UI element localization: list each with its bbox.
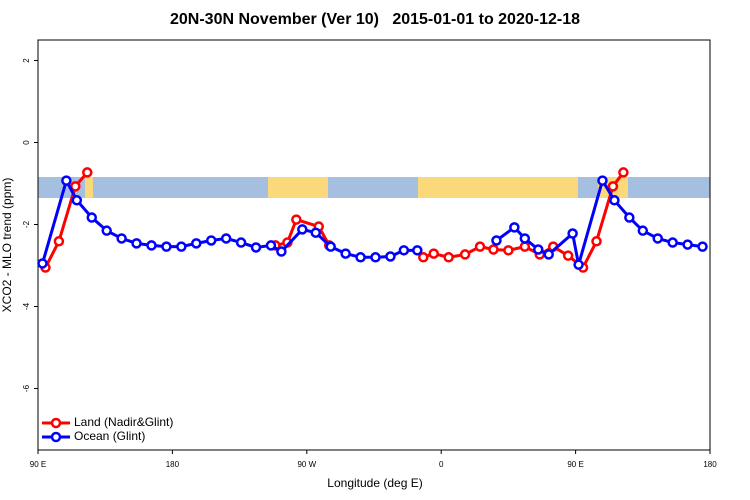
x-tick-label: 180: [166, 460, 180, 469]
data-point: [70, 181, 81, 192]
data-point: [443, 252, 454, 263]
data-point: [161, 241, 172, 252]
data-point: [503, 245, 514, 256]
x-tick-label: 90 W: [297, 460, 316, 469]
data-point: [609, 195, 620, 206]
data-point: [191, 238, 202, 249]
data-point: [573, 259, 584, 270]
data-point: [591, 236, 602, 247]
data-point: [116, 233, 127, 244]
data-point: [667, 237, 678, 248]
data-point: [355, 252, 366, 263]
data-point: [71, 195, 83, 206]
series-line: [44, 171, 89, 269]
data-point: [176, 241, 187, 252]
y-tick-label: 0: [22, 140, 31, 145]
data-point: [618, 167, 629, 178]
y-tick-label: -6: [22, 384, 31, 392]
data-point: [61, 175, 72, 186]
data-point: [291, 214, 302, 225]
data-point: [682, 239, 693, 250]
data-point: [624, 212, 635, 223]
data-point: [235, 237, 247, 248]
x-tick-label: 90 E: [567, 460, 583, 469]
data-point: [459, 249, 471, 260]
y-tick-label: -4: [22, 302, 31, 310]
data-point: [101, 225, 112, 236]
data-point: [428, 248, 439, 259]
data-point: [607, 181, 619, 192]
plot-frame: [37, 39, 711, 451]
data-point: [220, 233, 232, 244]
data-point: [398, 245, 410, 256]
data-point: [519, 241, 531, 252]
x-tick-label: 90 E: [30, 460, 46, 469]
data-point: [412, 245, 423, 256]
data-point: [509, 222, 520, 233]
data-point: [418, 252, 429, 263]
data-point: [488, 244, 499, 255]
data-point: [652, 233, 663, 244]
data-point: [325, 241, 336, 252]
legend-marker: [50, 431, 62, 443]
legend-label: Ocean (Glint): [74, 429, 145, 443]
x-tick-label: 0: [439, 460, 444, 469]
data-point: [474, 241, 486, 252]
data-point: [597, 175, 608, 186]
y-tick-label: 2: [22, 58, 31, 63]
data-point: [385, 251, 396, 262]
data-point: [37, 258, 48, 269]
data-point: [86, 212, 98, 223]
y-tick-label: -2: [22, 220, 31, 228]
data-point: [53, 236, 65, 247]
data-point: [205, 235, 217, 246]
legend-marker: [50, 417, 62, 429]
data-point: [265, 240, 277, 251]
data-point: [637, 225, 649, 236]
data-point: [533, 244, 544, 255]
y-axis-label: XCO2 - MLO trend (ppm): [0, 178, 14, 313]
data-point: [562, 250, 574, 261]
data-point: [370, 252, 381, 263]
data-point: [250, 242, 262, 253]
data-point: [519, 233, 531, 244]
data-point: [131, 238, 142, 249]
x-axis-label: Longitude (deg E): [327, 476, 422, 490]
data-point: [276, 246, 287, 257]
data-point: [697, 241, 708, 252]
data-point: [82, 167, 93, 178]
x-tick-label: 180: [703, 460, 717, 469]
data-point: [297, 224, 308, 235]
data-point: [310, 227, 322, 238]
data-point: [543, 249, 554, 260]
chart-title: 20N-30N November (Ver 10) 2015-01-01 to …: [170, 11, 580, 28]
legend-label: Land (Nadir&Glint): [74, 415, 173, 429]
data-point: [146, 240, 157, 251]
data-point: [491, 235, 502, 246]
data-point: [340, 248, 351, 259]
data-point: [567, 228, 578, 239]
